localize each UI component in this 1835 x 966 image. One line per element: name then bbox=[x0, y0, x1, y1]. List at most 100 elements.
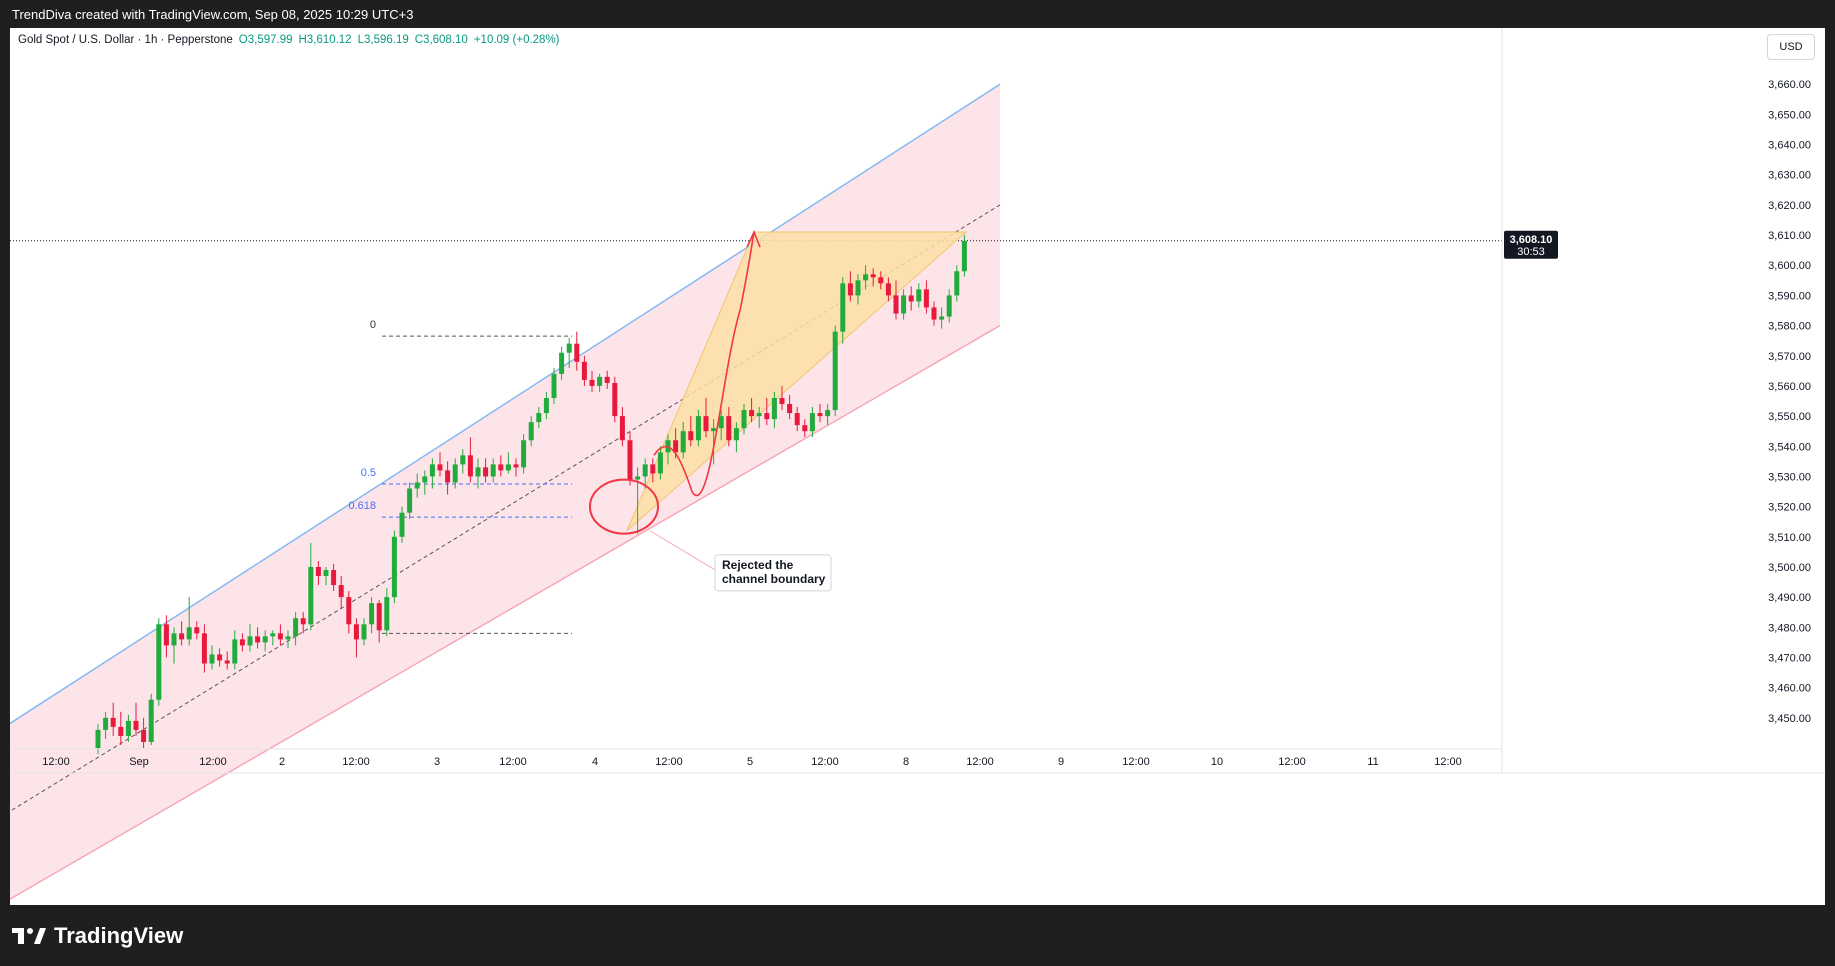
candle[interactable] bbox=[133, 702, 139, 736]
candle[interactable] bbox=[863, 265, 869, 290]
candle[interactable] bbox=[559, 346, 565, 380]
candle[interactable] bbox=[870, 268, 876, 287]
channel-lower-line[interactable] bbox=[10, 324, 1001, 905]
candle[interactable] bbox=[118, 711, 124, 745]
chart-frame[interactable]: 0 0.5 0.618 Rejected the channel boundary 3… bbox=[10, 28, 1825, 905]
candle[interactable] bbox=[627, 431, 633, 486]
candle[interactable] bbox=[612, 376, 618, 423]
candle[interactable] bbox=[901, 289, 907, 320]
candle[interactable] bbox=[247, 624, 253, 652]
candle[interactable] bbox=[475, 458, 481, 489]
candle[interactable] bbox=[513, 458, 519, 477]
candle[interactable] bbox=[703, 398, 709, 438]
candle[interactable] bbox=[657, 446, 663, 480]
candle[interactable] bbox=[635, 467, 641, 534]
candle[interactable] bbox=[885, 277, 891, 302]
candle[interactable] bbox=[186, 597, 192, 646]
candle[interactable] bbox=[954, 265, 960, 302]
candle[interactable] bbox=[331, 563, 337, 592]
candle[interactable] bbox=[293, 612, 299, 646]
candle[interactable] bbox=[528, 416, 534, 447]
candle[interactable] bbox=[239, 633, 245, 652]
candle[interactable] bbox=[566, 337, 572, 368]
candle[interactable] bbox=[726, 407, 732, 447]
candle[interactable] bbox=[498, 455, 504, 477]
candle[interactable] bbox=[680, 422, 686, 459]
candle[interactable] bbox=[255, 627, 261, 649]
candle[interactable] bbox=[840, 277, 846, 344]
candle[interactable] bbox=[794, 407, 800, 432]
candle[interactable] bbox=[893, 280, 899, 320]
candle[interactable] bbox=[543, 391, 549, 420]
candle[interactable] bbox=[779, 385, 785, 411]
price-axis-panel[interactable] bbox=[1502, 28, 1825, 905]
candle[interactable] bbox=[878, 271, 884, 290]
candle[interactable] bbox=[110, 702, 116, 736]
candle[interactable] bbox=[323, 566, 329, 586]
candle[interactable] bbox=[300, 612, 306, 634]
candle[interactable] bbox=[809, 407, 815, 438]
candle[interactable] bbox=[825, 404, 831, 426]
candle[interactable] bbox=[315, 560, 321, 586]
candle[interactable] bbox=[855, 274, 861, 305]
candle[interactable] bbox=[452, 458, 458, 489]
candle[interactable] bbox=[908, 286, 914, 311]
candle[interactable] bbox=[141, 717, 147, 748]
candle[interactable] bbox=[194, 621, 200, 640]
candle[interactable] bbox=[483, 458, 489, 483]
candle[interactable] bbox=[764, 398, 770, 426]
candle[interactable] bbox=[642, 458, 648, 489]
candle[interactable] bbox=[817, 404, 823, 423]
candle[interactable] bbox=[460, 449, 466, 474]
candle[interactable] bbox=[399, 506, 405, 543]
candle[interactable] bbox=[597, 373, 603, 392]
candle[interactable] bbox=[148, 693, 154, 745]
candle[interactable] bbox=[604, 370, 610, 389]
candle[interactable] bbox=[733, 422, 739, 453]
candle[interactable] bbox=[923, 280, 929, 314]
candle[interactable] bbox=[931, 301, 937, 326]
candle[interactable] bbox=[756, 407, 762, 429]
candle[interactable] bbox=[391, 530, 397, 604]
projection-curve[interactable] bbox=[653, 231, 755, 496]
candle[interactable] bbox=[437, 452, 443, 477]
candle[interactable] bbox=[156, 618, 162, 706]
tradingview-logo[interactable]: TradingView bbox=[12, 923, 183, 949]
candle[interactable] bbox=[946, 289, 952, 323]
candle[interactable] bbox=[353, 618, 359, 658]
rejection-circle[interactable] bbox=[589, 478, 659, 535]
candle[interactable] bbox=[285, 630, 291, 649]
candle[interactable] bbox=[589, 370, 595, 392]
candle[interactable] bbox=[163, 615, 169, 658]
candle[interactable] bbox=[741, 404, 747, 435]
candle[interactable] bbox=[262, 630, 268, 652]
candle[interactable] bbox=[369, 597, 375, 634]
candle[interactable] bbox=[581, 355, 587, 386]
candle[interactable] bbox=[232, 630, 238, 670]
candle[interactable] bbox=[270, 630, 276, 646]
candle[interactable] bbox=[688, 416, 694, 447]
candle[interactable] bbox=[802, 419, 808, 438]
candle[interactable] bbox=[125, 714, 131, 742]
candle[interactable] bbox=[429, 458, 435, 489]
callout-box[interactable] bbox=[714, 554, 832, 592]
candle[interactable] bbox=[467, 437, 473, 483]
candle[interactable] bbox=[422, 470, 428, 495]
candle[interactable] bbox=[847, 271, 853, 302]
candle[interactable] bbox=[346, 591, 352, 634]
candle[interactable] bbox=[217, 648, 223, 667]
candle[interactable] bbox=[209, 645, 215, 670]
candle[interactable] bbox=[536, 407, 542, 429]
candle[interactable] bbox=[961, 234, 967, 277]
candle[interactable] bbox=[338, 576, 344, 610]
candle[interactable] bbox=[171, 627, 177, 664]
candle[interactable] bbox=[490, 458, 496, 483]
candle[interactable] bbox=[445, 461, 451, 495]
candle[interactable] bbox=[277, 624, 283, 646]
candle[interactable] bbox=[384, 588, 390, 637]
candle[interactable] bbox=[521, 434, 527, 474]
candle[interactable] bbox=[749, 398, 755, 423]
candle[interactable] bbox=[711, 419, 717, 465]
candle[interactable] bbox=[179, 621, 185, 646]
